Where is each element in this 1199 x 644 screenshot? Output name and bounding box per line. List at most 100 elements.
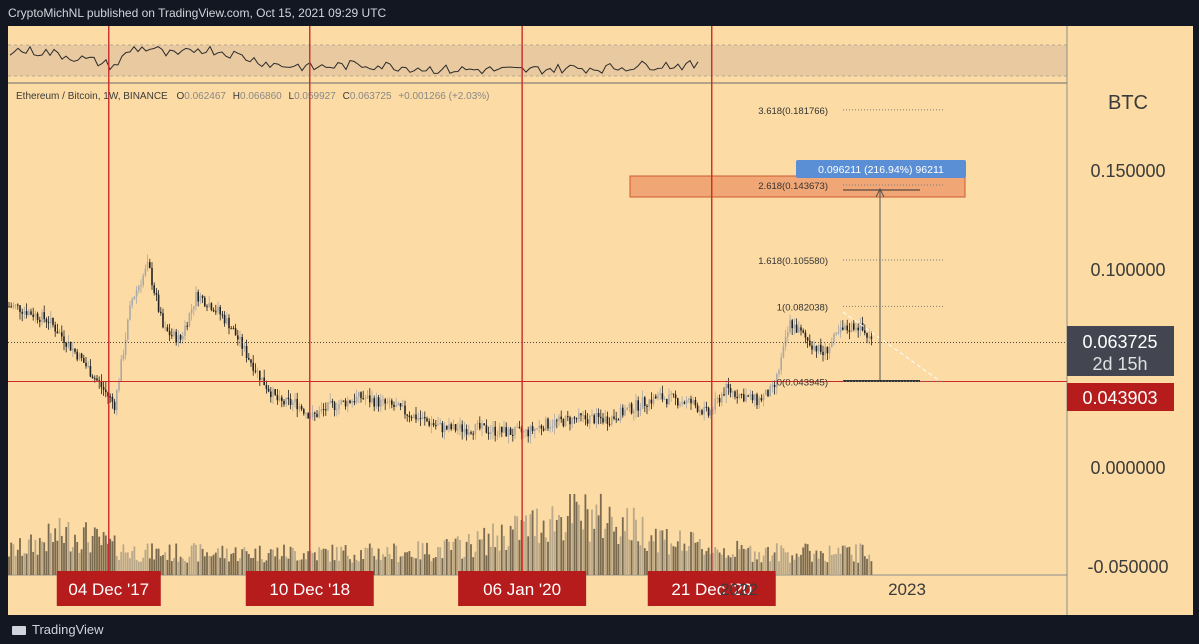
candle-body bbox=[129, 305, 131, 320]
candle-body bbox=[47, 322, 50, 324]
volume-bar bbox=[236, 561, 239, 575]
date-marker-label: 06 Jan '20 bbox=[483, 580, 561, 599]
volume-bar bbox=[377, 548, 380, 575]
candle-body bbox=[540, 425, 543, 429]
candle-body bbox=[371, 398, 373, 403]
volume-bar bbox=[786, 552, 789, 575]
volume-bar bbox=[580, 520, 582, 575]
candle-body bbox=[705, 406, 708, 408]
volume-bar bbox=[404, 552, 406, 575]
candle-body bbox=[492, 426, 494, 432]
candle-body bbox=[776, 373, 778, 387]
price-axis: 0.150000 0.100000 0.000000 -0.050000 bbox=[1087, 161, 1168, 577]
candle-body bbox=[760, 398, 763, 401]
fib-extension-tool[interactable]: 0.096211 (216.94%) 96211 3.618(0.181766)… bbox=[629, 106, 966, 389]
candle-body bbox=[626, 407, 628, 411]
candle-body bbox=[624, 410, 626, 416]
volume-bar bbox=[683, 543, 686, 575]
volume-bar bbox=[166, 559, 169, 575]
volume-bar bbox=[652, 541, 655, 575]
volume-bar bbox=[241, 549, 244, 575]
volume-bar bbox=[547, 541, 549, 575]
candle-body bbox=[529, 426, 532, 437]
candle-body bbox=[360, 392, 362, 399]
candle-body bbox=[703, 406, 705, 415]
volume-bar bbox=[274, 556, 277, 575]
candle-body bbox=[450, 424, 452, 430]
volume-bar bbox=[797, 556, 800, 575]
volume-bar bbox=[459, 539, 461, 575]
volume-bar bbox=[764, 547, 767, 575]
price-tick: -0.050000 bbox=[1087, 557, 1168, 577]
volume-bar bbox=[756, 559, 758, 575]
candle-body bbox=[237, 335, 239, 340]
candle-body bbox=[23, 311, 26, 314]
candle-body bbox=[219, 306, 221, 315]
candle-body bbox=[496, 435, 499, 437]
volume-bar bbox=[437, 547, 439, 575]
candle-body bbox=[644, 397, 646, 406]
volume-bar bbox=[742, 548, 745, 575]
candle-body bbox=[166, 327, 169, 332]
volume-bar bbox=[371, 547, 373, 575]
volume-bar bbox=[340, 546, 343, 575]
volume-bar bbox=[443, 540, 446, 575]
candle-body bbox=[707, 407, 710, 416]
candle-body bbox=[105, 389, 107, 393]
candle-body bbox=[512, 434, 514, 436]
candle-body bbox=[606, 416, 609, 424]
candle-body bbox=[437, 424, 439, 426]
candle-body bbox=[338, 404, 340, 410]
candle-body bbox=[69, 341, 72, 351]
volume-bar bbox=[219, 557, 222, 575]
candle-body bbox=[210, 303, 213, 311]
volume-bar bbox=[85, 522, 87, 575]
candle-body bbox=[556, 420, 558, 422]
volume-bar bbox=[239, 558, 241, 575]
volume-bar bbox=[632, 507, 635, 575]
volume-bar bbox=[571, 523, 574, 575]
candle-body bbox=[254, 370, 257, 372]
volume-bar bbox=[179, 556, 182, 575]
volume-bar bbox=[474, 551, 477, 575]
candle-body bbox=[364, 398, 367, 400]
volume-bar bbox=[775, 543, 778, 575]
candle-body bbox=[292, 402, 294, 405]
candle-body bbox=[78, 353, 81, 360]
candle-body bbox=[657, 394, 659, 399]
candle-body bbox=[597, 413, 600, 417]
candle-body bbox=[688, 398, 690, 401]
candle-body bbox=[261, 377, 263, 381]
candle-body bbox=[633, 410, 635, 414]
candle-body bbox=[745, 395, 747, 402]
candle-body bbox=[65, 343, 67, 347]
volume-bar bbox=[525, 515, 527, 575]
candle-body bbox=[833, 334, 835, 342]
volume-bar bbox=[89, 552, 92, 575]
volume-bar bbox=[159, 556, 162, 575]
publisher-bar: CryptoMichNL published on TradingView.co… bbox=[0, 0, 1199, 26]
candle-body bbox=[419, 418, 422, 420]
candle-body bbox=[668, 394, 670, 405]
volume-bar bbox=[280, 556, 283, 575]
volume-layer bbox=[8, 493, 873, 575]
candle-body bbox=[336, 409, 338, 411]
volume-bar bbox=[448, 541, 450, 575]
volume-bar bbox=[848, 546, 851, 575]
volume-bar bbox=[863, 556, 866, 575]
candle-body bbox=[723, 394, 725, 396]
candle-body bbox=[641, 397, 644, 409]
volume-bar bbox=[170, 561, 173, 575]
candle-body bbox=[135, 290, 138, 297]
candle-body bbox=[14, 304, 17, 306]
candle-body bbox=[820, 344, 822, 352]
volume-bar bbox=[659, 530, 662, 575]
volume-bar bbox=[767, 546, 769, 575]
volume-bar bbox=[514, 515, 516, 575]
volume-bar bbox=[195, 544, 197, 575]
volume-bar bbox=[602, 538, 604, 575]
volume-bar bbox=[452, 541, 455, 575]
candle-body bbox=[547, 418, 549, 429]
volume-bar bbox=[868, 554, 871, 575]
